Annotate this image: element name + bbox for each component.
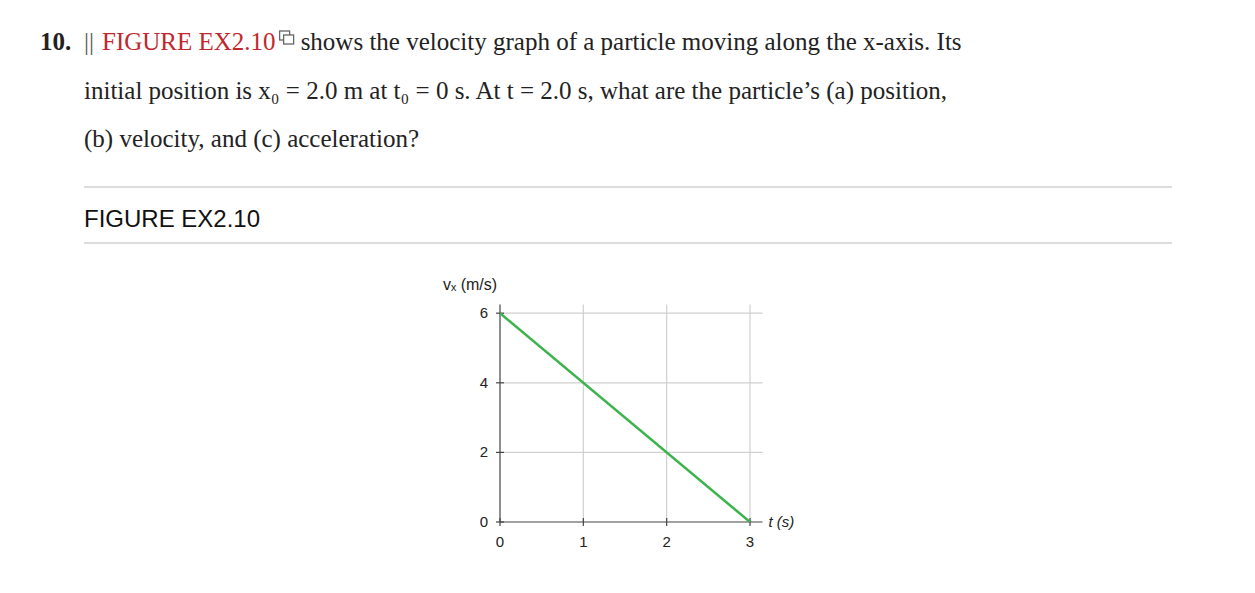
grid-line [666,305,667,523]
figure-caption: FIGURE EX2.10 [84,205,260,232]
problem-text: initial position is x₀ = 2.0 m at t₀ = 0… [84,77,947,105]
problem-text: shows the velocity graph of a particle m… [301,28,962,55]
grid-line [500,382,763,383]
problem-text: (b) velocity, and (c) acceleration? [84,125,419,153]
rule [84,243,1172,244]
plot-area [500,313,750,522]
tick [583,518,584,526]
velocity-line [500,313,750,522]
x-label: t (s) [769,513,795,530]
y-axis [499,305,500,523]
tick [496,521,504,522]
grid-line [500,313,763,314]
tick-label: 1 [579,533,587,550]
y-label: vₓ (m/s) [443,276,497,293]
tick [496,382,504,383]
link-icon [284,35,294,44]
tick [496,452,504,453]
tick-label: 2 [662,533,670,550]
figure-ref: FIGURE EX2.10 [102,28,276,55]
tick-label: 3 [746,533,754,550]
x-axis [500,521,763,522]
grid-line [500,452,763,453]
tick-label: 0 [496,533,504,550]
page: 10. || FIGURE EX2.10 shows the velocity gra… [0,0,1255,593]
tick-label: 4 [480,374,488,391]
tick-label: 2 [480,443,488,460]
grid-line [583,305,584,523]
tick-label: 0 [480,513,488,530]
tick-label: 6 [480,304,488,321]
problem-number: 10. [40,28,71,55]
rule [84,187,1172,188]
tick [666,518,667,526]
difficulty: || [84,28,94,55]
grid-line [749,305,750,523]
